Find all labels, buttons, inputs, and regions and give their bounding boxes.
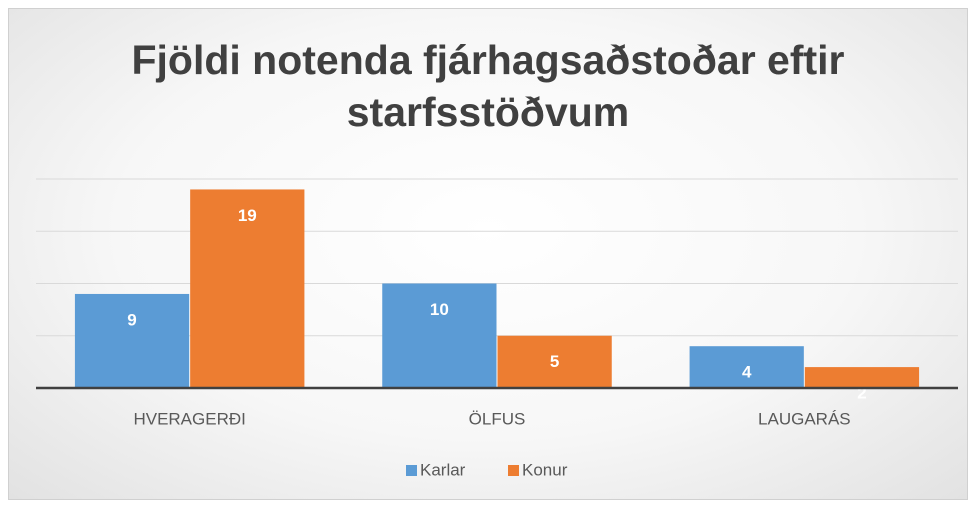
bar <box>74 293 190 388</box>
legend-label: Konur <box>522 460 568 479</box>
x-tick-label: HVERAGERÐI <box>133 409 245 428</box>
data-label: 9 <box>127 310 136 329</box>
bar <box>689 346 804 388</box>
data-label: 2 <box>857 384 866 403</box>
legend-label: Karlar <box>420 460 466 479</box>
legend-swatch <box>406 465 417 476</box>
chart-title: Fjöldi notenda fjárhagsaðstoðar eftir st… <box>131 37 845 135</box>
legend-swatch <box>508 465 519 476</box>
x-tick-label: ÖLFUS <box>469 409 526 428</box>
bar <box>190 189 305 388</box>
data-label: 4 <box>742 363 752 382</box>
x-tick-label: LAUGARÁS <box>758 409 851 428</box>
bar <box>497 335 612 388</box>
data-label: 10 <box>430 300 449 319</box>
data-label: 19 <box>238 206 257 225</box>
bar <box>804 367 920 388</box>
data-label: 5 <box>550 352 559 371</box>
chart-frame <box>8 8 968 500</box>
bar <box>382 283 497 388</box>
